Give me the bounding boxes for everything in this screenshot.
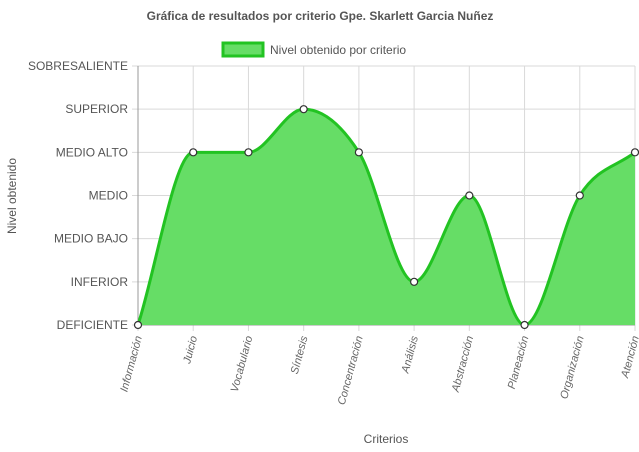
x-tick-label: Organización [558, 335, 586, 401]
x-tick-label: Abstracción [450, 335, 477, 395]
chart-title: Gráfica de resultados por criterio Gpe. … [147, 9, 494, 23]
data-point[interactable] [299, 105, 308, 114]
series-area [136, 107, 636, 327]
x-tick-label: Análisis [399, 334, 421, 375]
y-tick-label: INFERIOR [71, 275, 129, 289]
y-axis-ticks: DEFICIENTE INFERIOR MEDIO BAJO MEDIO MEDIO A… [28, 59, 128, 332]
legend-swatch [221, 41, 265, 58]
x-tick-label: Planeación [506, 335, 532, 391]
y-tick-label: SOBRESALIENTE [28, 59, 128, 73]
x-tick-label: Concentración [336, 335, 366, 407]
x-axis-title: Criterios [364, 432, 409, 446]
data-point[interactable] [520, 320, 529, 330]
x-tick-label: Información [118, 335, 144, 394]
x-axis-ticks: Información Juicio Vocabulario Síntesis Conc… [118, 334, 639, 406]
data-point[interactable] [465, 191, 474, 200]
y-tick-label: MEDIO BAJO [54, 232, 128, 246]
series-fill [138, 109, 635, 325]
y-axis-title: Nivel obtenido [5, 158, 19, 234]
data-point[interactable] [630, 148, 639, 157]
legend-label: Nivel obtenido por criterio [270, 43, 406, 57]
x-tick-label: Vocabulario [229, 335, 256, 394]
x-tick-label: Juicio [181, 335, 200, 366]
data-point[interactable] [354, 148, 363, 157]
series-line [136, 107, 636, 327]
x-tick-label: Síntesis [289, 334, 311, 375]
x-tick-label: Atención [619, 335, 639, 380]
data-point[interactable] [189, 148, 198, 157]
data-point[interactable] [575, 191, 584, 200]
legend[interactable]: Nivel obtenido por criterio [221, 41, 406, 58]
y-tick-label: MEDIO ALTO [56, 145, 128, 159]
data-point[interactable] [133, 320, 143, 330]
data-point[interactable] [244, 148, 253, 157]
data-point[interactable] [410, 277, 419, 286]
y-tick-label: MEDIO [89, 189, 128, 203]
data-points [133, 105, 639, 330]
y-tick-label: SUPERIOR [65, 102, 128, 116]
y-tick-label: DEFICIENTE [57, 318, 128, 332]
